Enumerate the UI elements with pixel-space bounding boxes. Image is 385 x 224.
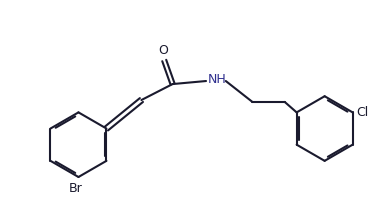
- Text: O: O: [159, 44, 168, 57]
- Text: Cl: Cl: [357, 106, 369, 119]
- Text: NH: NH: [208, 73, 227, 86]
- Text: Br: Br: [69, 182, 82, 195]
